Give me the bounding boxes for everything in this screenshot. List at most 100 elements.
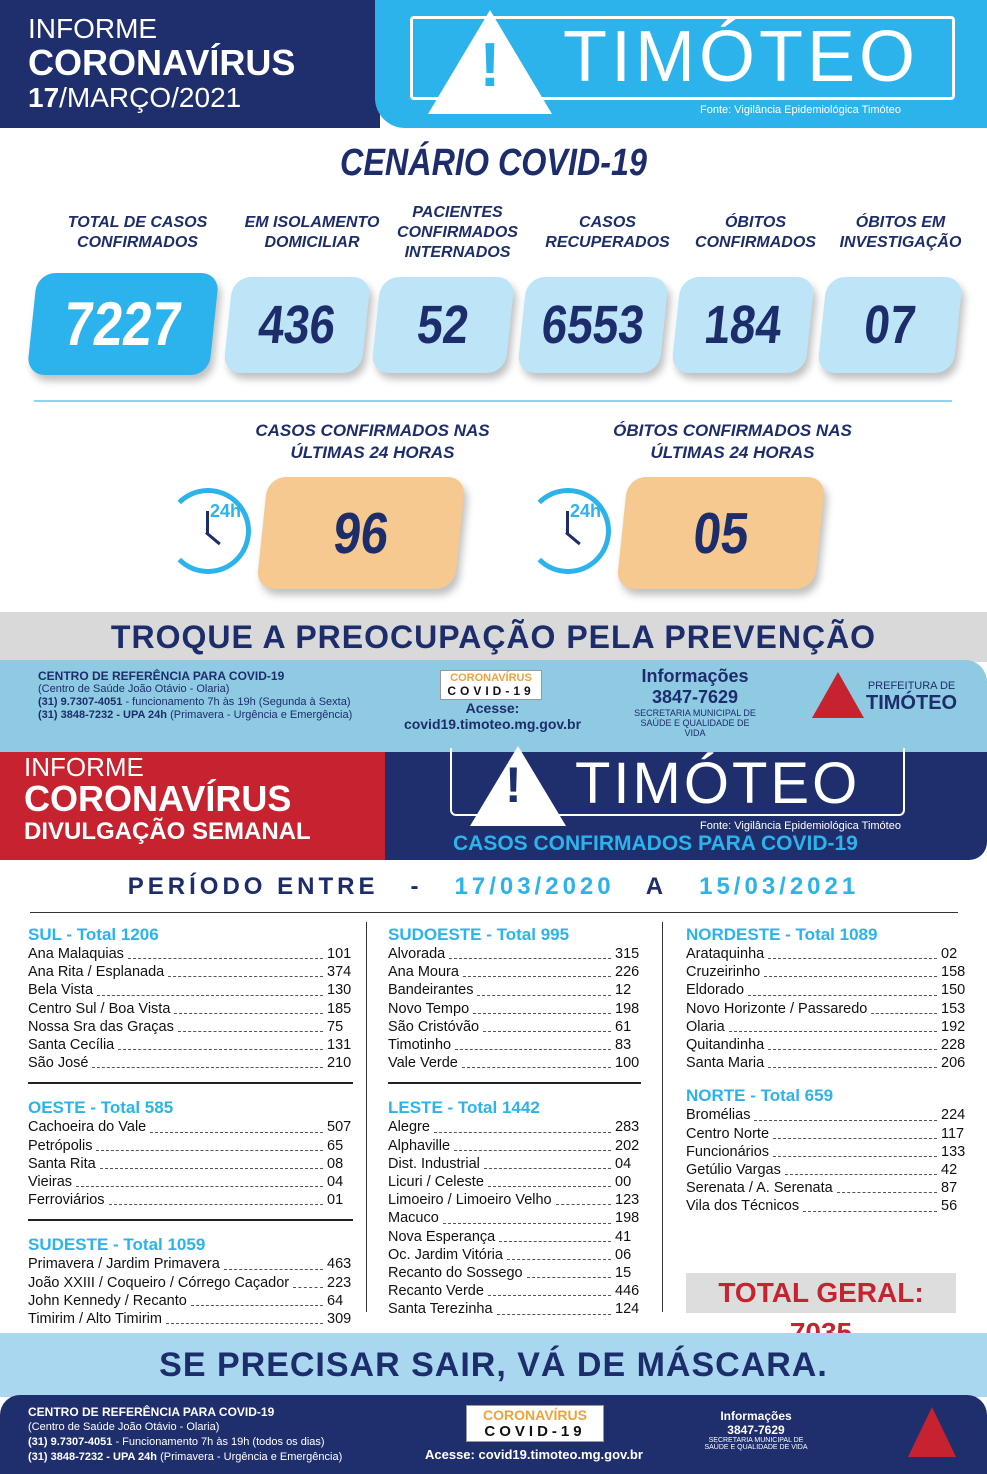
dotted-leader <box>293 1286 323 1288</box>
neighborhood-name: Santa Cecília <box>28 1037 115 1054</box>
neighborhood-row: Getúlio Vargas 42 <box>686 1161 967 1179</box>
neighborhood-name: Vila dos Técnicos <box>686 1198 800 1215</box>
dotted-leader <box>96 1149 323 1151</box>
neighborhood-row: Alegre 283 <box>388 1118 641 1136</box>
region-title: OESTE - Total 585 <box>28 1098 174 1118</box>
date-day: 17 <box>28 82 60 113</box>
dotted-leader <box>555 1204 611 1206</box>
neighborhood-name: Timirim / Alto Timirim <box>28 1311 162 1328</box>
neighborhood-row: Bromélias 224 <box>686 1106 967 1124</box>
covid-badge: CORONAVÍRUS COVID-19 <box>466 1405 604 1442</box>
dotted-leader <box>483 1031 611 1033</box>
phone2: (31) 3848-7232 - UPA 24h <box>38 709 168 721</box>
neighborhood-row: Vila dos Técnicos 56 <box>686 1197 967 1215</box>
neighborhood-name: Vieiras <box>28 1174 73 1191</box>
secretaria: SECRETARIA MUNICIPAL DE SAÚDE E QUALIDAD… <box>634 708 756 738</box>
pref-city: TIMÓTEO <box>866 692 958 714</box>
dotted-leader <box>455 1049 611 1051</box>
neighborhood-name: Ana Moura <box>388 964 459 981</box>
stat-total-cases: 7227 <box>26 273 220 375</box>
neighborhood-name: Santa Maria <box>686 1055 765 1072</box>
region-column: NORDESTE - Total 1089 Arataquinha 02 Cruzei… <box>686 925 967 1216</box>
neighborhood-row: Petrópolis 65 <box>28 1137 353 1155</box>
neighborhood-row: Dist. Industrial 04 <box>388 1155 641 1173</box>
dotted-leader <box>773 1156 937 1158</box>
warning-icon <box>470 746 566 826</box>
neighborhood-name: Recanto do Sossego <box>388 1265 523 1282</box>
region-divider <box>28 1082 353 1085</box>
neighborhood-row: Licuri / Celeste 00 <box>388 1173 641 1191</box>
secretaria: SECRETARIA MUNICIPAL DE SAÚDE E QUALIDAD… <box>704 1437 808 1451</box>
neighborhood-row: Primavera / Jardim Primavera 463 <box>28 1255 353 1273</box>
header2-right: ! TIMÓTEO Fonte: Vigilância Epidemiológi… <box>385 746 987 860</box>
neighborhood-row: Vieiras 04 <box>28 1173 353 1191</box>
dotted-leader <box>803 1210 937 1212</box>
neighborhood-name: Bela Vista <box>28 982 94 999</box>
coronavirus-label: CORONAVÍRUS <box>24 778 292 819</box>
case-count: 64 <box>327 1292 344 1309</box>
dotted-leader <box>487 1186 611 1188</box>
clock-24h-icon: 24h <box>525 488 611 574</box>
case-count: 02 <box>941 946 958 962</box>
dotted-leader <box>487 1295 611 1297</box>
covid-badge: CORONAVÍRUS COVID-19 <box>440 670 542 700</box>
neighborhood-name: Centro Norte <box>686 1125 770 1142</box>
case-count: 08 <box>327 1155 344 1172</box>
neighborhood-row: Bela Vista 130 <box>28 981 353 999</box>
info-phone: 3847-7629 <box>727 1423 785 1437</box>
case-count: 131 <box>327 1037 352 1054</box>
phone1: (31) 9.7307-4051 <box>28 1436 113 1448</box>
stat-label: CASOS RECUPERADOS <box>545 214 670 251</box>
region-divider <box>388 1082 641 1085</box>
mask-banner: SE PRECISAR SAIR, VÁ DE MÁSCARA. <box>0 1333 987 1397</box>
case-count: 153 <box>941 1000 966 1017</box>
case-count: 202 <box>615 1137 640 1154</box>
warning-icon <box>428 10 552 114</box>
municipal-logo-icon <box>812 672 864 718</box>
dotted-leader <box>97 994 323 996</box>
region-title: LESTE - Total 1442 <box>388 1098 540 1118</box>
weekly-label: DIVULGAÇÃO SEMANAL <box>24 818 311 845</box>
stat-deaths-investigation: 07 <box>816 277 964 373</box>
dotted-leader <box>506 1259 611 1261</box>
neighborhood-name: Olaria <box>686 1018 725 1035</box>
case-count: 123 <box>615 1192 640 1209</box>
neighborhood-row: Novo Horizonte / Passaredo 153 <box>686 1000 967 1018</box>
dotted-leader <box>118 1049 323 1051</box>
case-count: 130 <box>327 982 352 999</box>
last24-label: CASOS CONFIRMADOS NAS ÚLTIMAS 24 HORAS <box>255 421 490 462</box>
warning-exclamation: ! <box>505 757 522 813</box>
stat-label: EM ISOLAMENTO DOMICILIAR <box>244 214 380 251</box>
neighborhood-name: Bromélias <box>686 1107 751 1124</box>
date-label: 17/MARÇO/2021 <box>28 82 380 114</box>
dotted-leader <box>462 976 611 978</box>
neighborhood-row: Alphaville 202 <box>388 1137 641 1155</box>
dotted-leader <box>174 1012 323 1014</box>
phone1: (31) 9.7307-4051 <box>38 696 123 708</box>
case-count: 124 <box>615 1301 640 1318</box>
case-count: 133 <box>941 1143 966 1160</box>
neighborhood-row: Serenata / A. Serenata 87 <box>686 1179 967 1197</box>
stat-label: ÓBITOS EM INVESTIGAÇÃO <box>839 214 962 251</box>
site-link[interactable]: covid19.timoteo.mg.gov.br <box>403 716 582 732</box>
case-count: 223 <box>327 1274 352 1291</box>
case-count: 446 <box>615 1283 640 1300</box>
dotted-leader <box>168 976 323 978</box>
neighborhood-name: Santa Terezinha <box>388 1301 493 1318</box>
neighborhood-name: Getúlio Vargas <box>686 1162 781 1179</box>
city-name: TIMÓTEO <box>563 17 919 97</box>
municipal-logo-icon <box>908 1407 956 1457</box>
case-count: 198 <box>615 1210 640 1227</box>
dotted-leader <box>449 958 611 960</box>
neighborhood-name: São Cristóvão <box>388 1018 480 1035</box>
case-count: 06 <box>615 1246 632 1263</box>
site-link[interactable]: Acesse: covid19.timoteo.mg.gov.br <box>425 1447 643 1462</box>
case-count: 00 <box>615 1174 632 1191</box>
neighborhood-name: Ana Rita / Esplanada <box>28 964 165 981</box>
neighborhood-name: Centro Sul / Boa Vista <box>28 1000 171 1017</box>
region-title: NORDESTE - Total 1089 <box>686 925 878 944</box>
neighborhood-name: Eldorado <box>686 982 745 999</box>
case-count: 56 <box>941 1198 958 1215</box>
case-count: 374 <box>327 964 352 981</box>
region-title: SUDESTE - Total 1059 <box>28 1235 206 1255</box>
